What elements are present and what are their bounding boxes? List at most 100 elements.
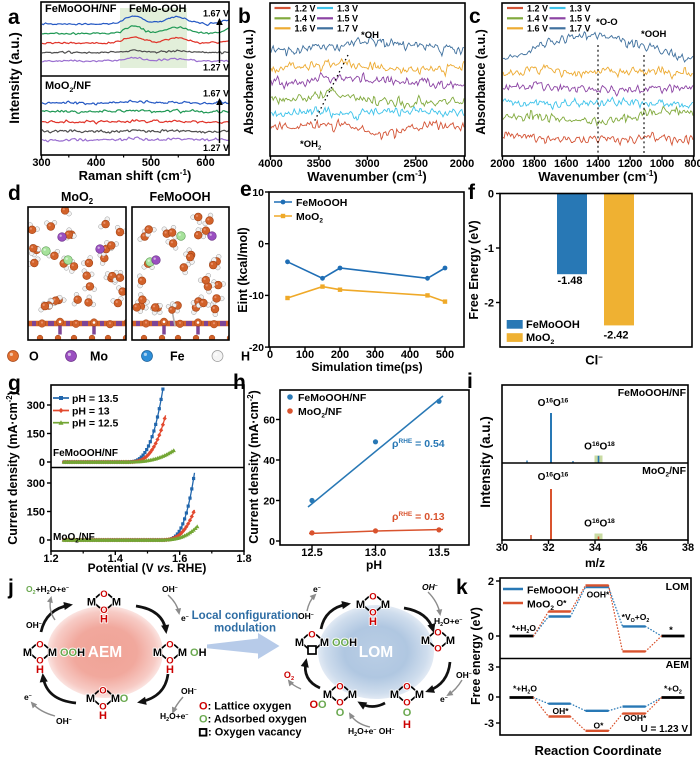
svg-text:O: O <box>308 630 315 641</box>
svg-text:Current density (mA·cm-2​): Current density (mA·cm-2​) <box>246 390 261 544</box>
svg-text:1.4 V: 1.4 V <box>295 14 316 24</box>
svg-text:-1: -1 <box>484 243 494 255</box>
svg-text:M: M <box>23 647 32 659</box>
svg-text:O: O <box>403 682 410 693</box>
svg-text:Free Energy (eV): Free Energy (eV) <box>467 220 481 319</box>
svg-text:H: H <box>36 664 44 676</box>
svg-text:O16​O16​: O16​O16​ <box>538 397 569 409</box>
svg-text:FeMoOOH: FeMoOOH <box>296 197 347 209</box>
svg-text:M: M <box>356 599 365 611</box>
svg-text:Simulation time(ps): Simulation time(ps) <box>311 360 422 374</box>
svg-text:M: M <box>390 689 399 701</box>
svg-text:100: 100 <box>296 349 314 361</box>
svg-text:M: M <box>111 693 120 705</box>
svg-text:O: O <box>336 682 343 693</box>
svg-text:Mo: Mo <box>90 350 108 364</box>
svg-text:O: O <box>99 686 106 697</box>
svg-text:Wavenumber (cm-1​): Wavenumber (cm-1​) <box>307 169 426 184</box>
svg-text:3000: 3000 <box>355 158 379 170</box>
svg-text:m/z: m/z <box>585 556 605 570</box>
svg-text:MoO2​/NF: MoO2​/NF <box>298 406 342 420</box>
svg-text:H: H <box>241 350 250 364</box>
svg-text:-3: -3 <box>484 718 494 730</box>
svg-text:MoO2​: MoO2​ <box>526 332 554 346</box>
svg-text:LOM: LOM <box>666 581 690 593</box>
svg-text:b: b <box>238 5 251 28</box>
svg-text:O: O <box>29 350 39 364</box>
svg-text:O*: O* <box>594 721 605 731</box>
svg-text:O: O <box>369 608 376 619</box>
svg-text:0: 0 <box>39 457 45 469</box>
svg-text:O: O <box>166 656 173 667</box>
svg-text:600: 600 <box>196 157 214 169</box>
svg-text:pH = 13.5: pH = 13.5 <box>72 393 119 405</box>
svg-text:3500: 3500 <box>307 158 331 170</box>
svg-text:FeMoOOH: FeMoOOH <box>149 190 210 204</box>
svg-text:OH–​: OH–​ <box>456 670 472 680</box>
svg-text:e–​: e–​ <box>313 584 321 594</box>
svg-text:MoO2​: MoO2​ <box>61 190 94 206</box>
svg-text:10: 10 <box>252 187 264 199</box>
svg-text:500: 500 <box>142 157 160 169</box>
svg-text:OO: OO <box>309 699 327 711</box>
svg-text:O16​O16​: O16​O16​ <box>538 471 569 483</box>
svg-text:FeMoOOH/NF: FeMoOOH/NF <box>298 392 367 404</box>
svg-text:36: 36 <box>635 542 647 554</box>
svg-text:-10: -10 <box>249 290 264 302</box>
svg-text:: Oxygen vacancy: : Oxygen vacancy <box>208 727 302 739</box>
svg-text:OOH: OOH <box>332 637 357 649</box>
svg-text:13.0: 13.0 <box>365 547 386 559</box>
svg-text:1.8: 1.8 <box>236 553 251 565</box>
svg-text:OOH*: OOH* <box>624 713 647 723</box>
svg-text:*+H2​O: *+H2​O <box>513 684 537 696</box>
svg-text:Fe: Fe <box>170 350 185 364</box>
svg-text:LOM: LOM <box>359 644 393 661</box>
svg-text:O: O <box>166 640 173 651</box>
svg-text:g: g <box>8 372 21 395</box>
svg-text:0: 0 <box>488 692 494 704</box>
svg-text:Free energy (eV): Free energy (eV) <box>469 607 483 705</box>
svg-text:Raman shift (cm-1​): Raman shift (cm-1​) <box>79 168 192 183</box>
svg-text:*VO​+O2​: *VO​+O2​ <box>622 612 650 624</box>
svg-text:O: O <box>100 589 107 600</box>
svg-text:M: M <box>320 637 329 649</box>
svg-text:O: O <box>336 698 343 709</box>
svg-text:-2.42: -2.42 <box>603 330 628 342</box>
svg-text:0: 0 <box>269 536 275 548</box>
svg-text:MoO2​: MoO2​ <box>527 599 554 613</box>
svg-text:pH: pH <box>366 558 382 572</box>
svg-text:M: M <box>381 599 390 611</box>
svg-text:AEM: AEM <box>666 659 690 671</box>
svg-text:modulation: modulation <box>214 623 276 635</box>
svg-text:OOH: OOH <box>60 647 85 659</box>
svg-text:M: M <box>446 635 455 647</box>
svg-text:j: j <box>7 576 14 599</box>
svg-text:a: a <box>8 6 20 29</box>
svg-text:*: * <box>669 625 673 636</box>
svg-text:2000: 2000 <box>450 158 474 170</box>
svg-text:32: 32 <box>542 542 554 554</box>
svg-text:pH = 13: pH = 13 <box>72 405 110 417</box>
svg-text:U = 1.23 V: U = 1.23 V <box>640 724 688 735</box>
svg-text:300: 300 <box>32 157 50 169</box>
svg-text:O: O <box>99 702 106 713</box>
svg-text:-20: -20 <box>249 342 264 354</box>
svg-text:MoO2​/NF: MoO2​/NF <box>53 532 95 545</box>
svg-text:1800: 1800 <box>522 158 546 170</box>
svg-text:H: H <box>369 616 377 628</box>
svg-text:1.5 V: 1.5 V <box>570 14 591 24</box>
svg-text:200: 200 <box>331 349 349 361</box>
svg-text:AEM: AEM <box>88 644 122 661</box>
svg-text:1400: 1400 <box>586 158 610 170</box>
svg-text:12.5: 12.5 <box>301 547 322 559</box>
svg-text:-2: -2 <box>484 298 494 310</box>
svg-text:k: k <box>456 576 468 599</box>
svg-text:0: 0 <box>39 535 45 547</box>
svg-text:Current density (mA·cm-2​): Current density (mA·cm-2​) <box>5 391 20 545</box>
svg-text:FeMoOOH: FeMoOOH <box>527 585 578 597</box>
svg-text:400: 400 <box>401 349 419 361</box>
svg-text:Local configuration: Local configuration <box>192 610 299 622</box>
svg-text:OH–​: OH–​ <box>298 611 314 621</box>
svg-text:f: f <box>468 181 476 204</box>
svg-text:O: O <box>36 640 43 651</box>
